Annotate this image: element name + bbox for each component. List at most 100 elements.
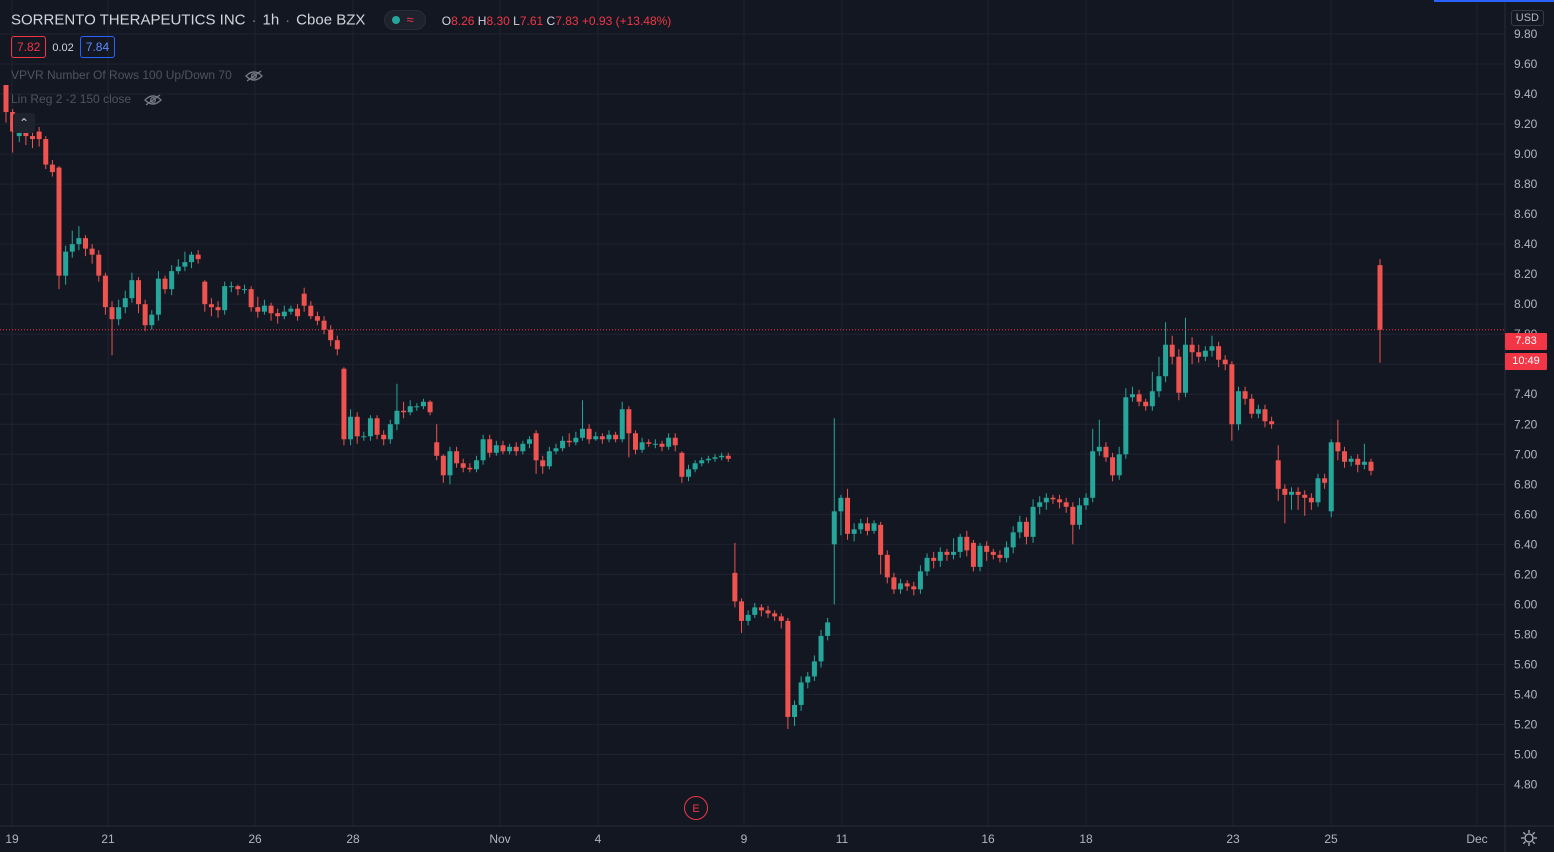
price-tick-label: 7.20 [1514, 417, 1538, 431]
candle [155, 271, 161, 321]
candle [407, 400, 413, 416]
candle [1368, 458, 1374, 476]
candle [341, 367, 347, 446]
candle [10, 109, 16, 153]
gear-icon[interactable] [1520, 829, 1538, 847]
price-tick-label: 6.40 [1514, 537, 1538, 551]
market-status-badge[interactable]: ≈ [383, 10, 426, 30]
candle [89, 244, 95, 264]
currency-label[interactable]: USD [1510, 10, 1544, 26]
candle [301, 287, 307, 312]
candle [838, 494, 844, 536]
indicator-linreg[interactable]: Lin Reg 2 -2 150 close [11, 92, 163, 106]
candle [1275, 445, 1281, 501]
time-axis[interactable]: 19 21 26 28 Nov 4 9 11 16 18 23 25 Dec [0, 825, 1554, 846]
candlestick-series [0, 85, 1505, 729]
time-tick-label: 4 [595, 832, 602, 846]
ask-button[interactable]: 7.84 [79, 36, 116, 58]
change-value: +0.93 (+13.48%) [581, 13, 672, 28]
candle [202, 280, 208, 312]
earnings-marker[interactable]: E [684, 796, 708, 820]
indicator-vpvr[interactable]: VPVR Number Of Rows 100 Up/Down 70 [11, 68, 264, 82]
candle [1255, 404, 1261, 419]
price-tick-label: 9.40 [1514, 87, 1538, 101]
price-axis[interactable]: 9.80 9.60 9.40 9.20 9.00 8.80 8.60 8.40 8.20 8.00… [1504, 0, 1538, 852]
candle [434, 424, 440, 461]
price-tick-label: 6.80 [1514, 477, 1538, 491]
candle [1096, 419, 1102, 456]
wave-icon: ≈ [406, 12, 414, 27]
candle [884, 550, 890, 584]
candle [149, 310, 155, 330]
candle [1163, 322, 1169, 383]
candle [1129, 386, 1135, 402]
candle [1308, 493, 1314, 510]
interval-label[interactable]: 1h [262, 11, 280, 29]
candle [1269, 416, 1275, 429]
candle [639, 437, 645, 453]
eye-hidden-icon[interactable] [245, 70, 264, 82]
high-value: 8.30 [486, 13, 510, 28]
price-tick-label: 8.80 [1514, 177, 1538, 191]
time-tick-label: 19 [5, 832, 19, 846]
candle [924, 553, 930, 576]
candle [1249, 394, 1255, 419]
time-tick-label: 16 [981, 832, 995, 846]
candle [49, 160, 55, 177]
candle [208, 298, 214, 317]
candle [613, 431, 619, 443]
candle [215, 301, 221, 318]
price-tick-label: 6.60 [1514, 507, 1538, 521]
candle [507, 443, 513, 455]
bid-button[interactable]: 7.82 [11, 36, 47, 58]
price-tick-label: 5.80 [1514, 627, 1538, 641]
price-tick-label: 4.80 [1514, 778, 1538, 792]
candle [970, 539, 976, 572]
candle [851, 523, 857, 542]
candle [944, 548, 950, 561]
top-accent-bar [1434, 0, 1554, 2]
candle [1143, 398, 1149, 411]
price-tick-label: 6.00 [1514, 597, 1538, 611]
candle [414, 403, 420, 411]
candle [136, 277, 142, 314]
candle [560, 436, 566, 452]
high-label: H [477, 13, 487, 28]
eye-hidden-icon[interactable] [144, 94, 163, 106]
candle [745, 610, 751, 626]
candle [1123, 388, 1129, 459]
candle [1023, 517, 1029, 545]
candle [566, 433, 572, 447]
candle [891, 572, 897, 594]
price-tick-label: 7.00 [1514, 447, 1538, 461]
ohlc-values: O8.26 H8.30 L7.61 C7.83 +0.93 (+13.48%) [442, 13, 672, 27]
candle [142, 299, 148, 332]
candle [321, 316, 327, 335]
candle [719, 452, 725, 461]
candle [1103, 442, 1109, 462]
candle [964, 530, 970, 557]
candle [1136, 389, 1142, 407]
candle [288, 305, 294, 315]
candle [328, 325, 334, 347]
time-tick-label: 18 [1079, 832, 1093, 846]
candle [36, 127, 42, 147]
candle [1262, 404, 1268, 428]
candle [692, 460, 698, 473]
candle [420, 398, 426, 410]
candle [1176, 349, 1182, 401]
symbol-name[interactable]: SORRENTO THERAPEUTICS INC [11, 11, 246, 29]
low-label: L [513, 13, 520, 28]
candle [76, 226, 82, 251]
candle [454, 446, 460, 468]
price-tick-label: 9.00 [1514, 147, 1538, 161]
candle [593, 431, 599, 441]
candle [1070, 502, 1076, 545]
candle [308, 301, 314, 320]
separator-dot: · [251, 11, 257, 29]
candle [500, 440, 506, 455]
candle [43, 136, 49, 170]
collapse-legend-button[interactable]: ⌃ [13, 113, 35, 133]
price-tick-label: 5.40 [1514, 687, 1538, 701]
